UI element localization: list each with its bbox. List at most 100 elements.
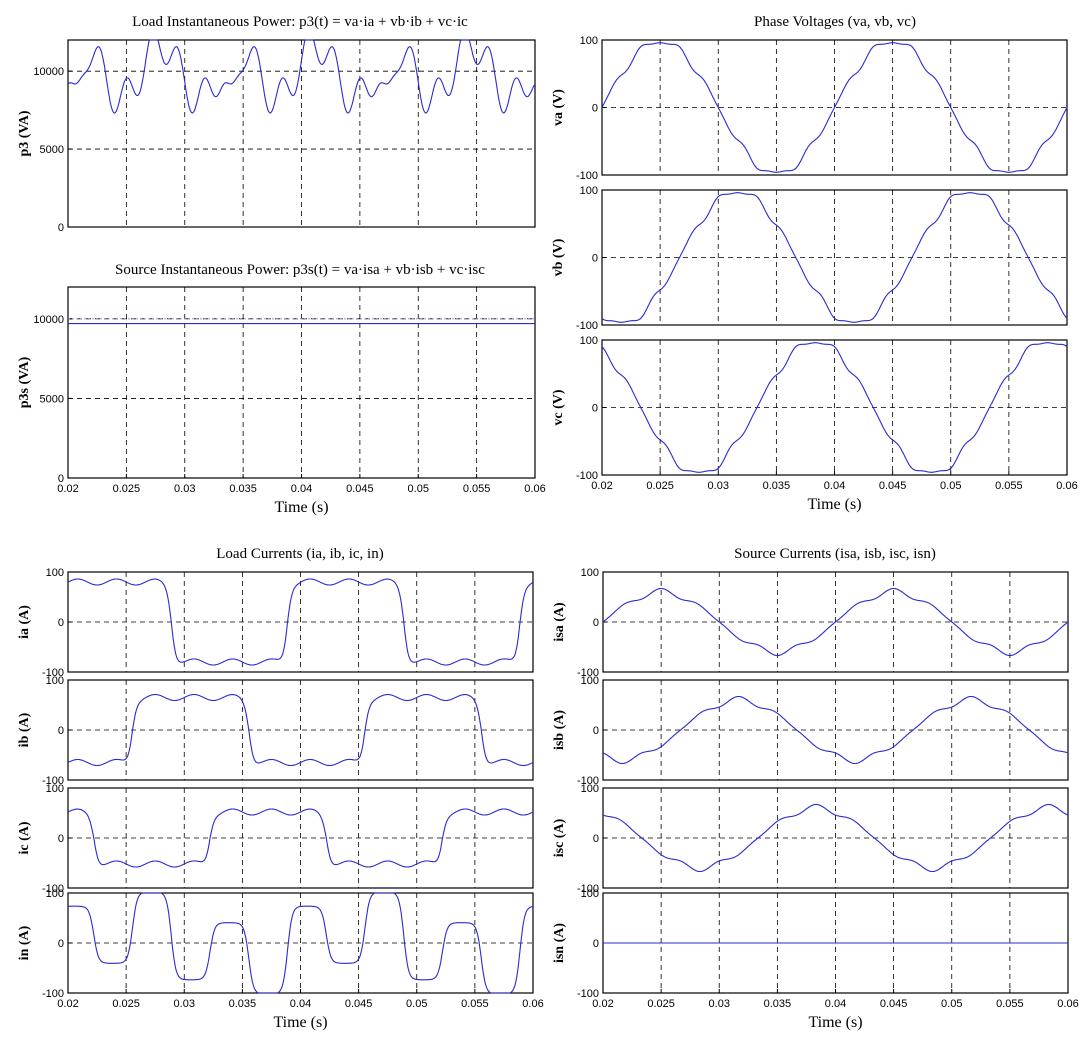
x-tick-label: 0.025 <box>646 480 674 492</box>
x-tick-label: 0.02 <box>57 998 78 1010</box>
y-tick-label: 0 <box>58 725 64 737</box>
y-axis-label: p3 (VA) <box>17 110 32 156</box>
y-tick-label: 10000 <box>33 314 64 326</box>
y-axis-label: isc (A) <box>552 818 567 857</box>
subplot-1: 0 5000 10000 p3s (VA) <box>17 286 536 485</box>
y-axis-label: vc (V) <box>551 389 566 425</box>
x-tick-label: 0.02 <box>592 998 613 1010</box>
x-tick-label: 0.02 <box>591 480 612 492</box>
x-tick-label: 0.05 <box>941 998 962 1010</box>
subplot-8: -100 0 100 in (A) <box>17 888 534 1000</box>
y-tick-label: 0 <box>58 617 64 629</box>
x-tick-label: 0.04 <box>825 998 846 1010</box>
x-tick-label: 0.06 <box>524 483 545 495</box>
series-line <box>601 42 1068 173</box>
y-tick-label: 100 <box>581 675 599 687</box>
series-line <box>602 803 1069 873</box>
y-tick-label: -100 <box>42 988 64 1000</box>
x-tick-label: 0.05 <box>940 480 961 492</box>
y-tick-label: 100 <box>46 888 64 900</box>
x-tick-label: 0.04 <box>291 483 312 495</box>
x-tick-label: 0.03 <box>708 480 729 492</box>
series-line <box>67 808 534 868</box>
x-tick-label: 0.055 <box>463 483 491 495</box>
subplot-2: -100 0 100 va (V) <box>551 35 1068 182</box>
series-line <box>67 39 536 114</box>
x-tick-label: 0.04 <box>824 480 845 492</box>
series-line <box>67 693 534 767</box>
y-tick-label: -100 <box>576 320 598 332</box>
title-source-currents: Source Currents (isa, isb, isc, isn) <box>734 546 936 562</box>
x-tick-label: 0.05 <box>406 998 427 1010</box>
x-tick-label: 0.025 <box>647 998 675 1010</box>
x-tick-label: 0.03 <box>174 483 195 495</box>
x-axis-label: Time (s) <box>807 496 861 513</box>
y-tick-label: 100 <box>581 888 599 900</box>
y-axis-label: isb (A) <box>552 710 567 750</box>
y-axis-label: isa (A) <box>552 602 567 642</box>
y-tick-label: -100 <box>577 775 599 787</box>
y-tick-label: 100 <box>46 675 64 687</box>
x-axis-label: Time (s) <box>808 1014 862 1031</box>
y-axis-label: vb (V) <box>551 238 566 276</box>
y-tick-label: 100 <box>580 335 598 347</box>
y-tick-label: 100 <box>581 567 599 579</box>
series-line <box>67 892 534 994</box>
x-tick-label: 0.045 <box>345 998 373 1010</box>
y-axis-label: in (A) <box>17 925 32 960</box>
subplot-6: -100 0 100 ib (A) <box>17 675 534 787</box>
series-line <box>602 695 1069 765</box>
series-line <box>67 578 534 666</box>
title-load-power: Load Instantaneous Power: p3(t) = va·ia … <box>132 14 468 30</box>
subplot-0: 0 5000 10000 p3 (VA) <box>17 39 536 234</box>
title-source-power: Source Instantaneous Power: p3s(t) = va·… <box>115 262 485 278</box>
y-tick-label: 100 <box>580 185 598 197</box>
y-tick-label: 0 <box>58 938 64 950</box>
y-tick-label: 0 <box>58 833 64 845</box>
y-tick-label: -100 <box>577 667 599 679</box>
x-tick-label: 0.06 <box>522 998 543 1010</box>
y-tick-label: 100 <box>580 35 598 47</box>
subplot-9: -100 0 100 isa (A) <box>552 567 1069 679</box>
x-axis-label: Time (s) <box>273 1014 327 1031</box>
y-axis-label: ic (A) <box>17 821 32 854</box>
y-tick-label: 0 <box>593 617 599 629</box>
x-tick-label: 0.055 <box>995 480 1023 492</box>
y-tick-label: -100 <box>576 470 598 482</box>
x-tick-label: 0.025 <box>113 483 141 495</box>
y-tick-label: 0 <box>593 725 599 737</box>
y-tick-label: -100 <box>576 170 598 182</box>
y-axis-label: ia (A) <box>17 605 32 639</box>
y-tick-label: 100 <box>46 567 64 579</box>
y-axis-label: isn (A) <box>552 923 567 963</box>
y-tick-label: -100 <box>577 988 599 1000</box>
y-tick-label: -100 <box>577 883 599 895</box>
x-tick-label: 0.035 <box>229 998 257 1010</box>
y-axis-label: ib (A) <box>17 712 32 747</box>
x-axis-label: Time (s) <box>274 499 328 516</box>
x-tick-label: 0.03 <box>709 998 730 1010</box>
subplot-5: -100 0 100 ia (A) <box>17 567 534 679</box>
subplot-4: -100 0 100 vc (V) <box>551 335 1068 482</box>
x-tick-label: 0.035 <box>229 483 257 495</box>
x-tick-label: 0.045 <box>880 998 908 1010</box>
y-tick-label: 0 <box>58 473 64 485</box>
subplot-3: -100 0 100 vb (V) <box>551 185 1068 332</box>
y-tick-label: -100 <box>42 775 64 787</box>
x-tick-label: 0.06 <box>1056 480 1077 492</box>
x-tick-label: 0.06 <box>1057 998 1078 1010</box>
x-tick-label: 0.045 <box>346 483 374 495</box>
y-tick-label: 0 <box>592 403 598 415</box>
subplot-11: -100 0 100 isc (A) <box>552 783 1069 895</box>
x-tick-label: 0.03 <box>174 998 195 1010</box>
x-tick-label: 0.035 <box>764 998 792 1010</box>
y-tick-label: -100 <box>42 883 64 895</box>
y-tick-label: 10000 <box>33 66 64 78</box>
y-tick-label: 0 <box>593 833 599 845</box>
y-tick-label: 100 <box>581 783 599 795</box>
y-axis-label: p3s (VA) <box>17 356 32 408</box>
y-tick-label: 0 <box>58 222 64 234</box>
title-load-currents: Load Currents (ia, ib, ic, in) <box>216 546 383 562</box>
title-phase-voltages: Phase Voltages (va, vb, vc) <box>754 14 916 30</box>
